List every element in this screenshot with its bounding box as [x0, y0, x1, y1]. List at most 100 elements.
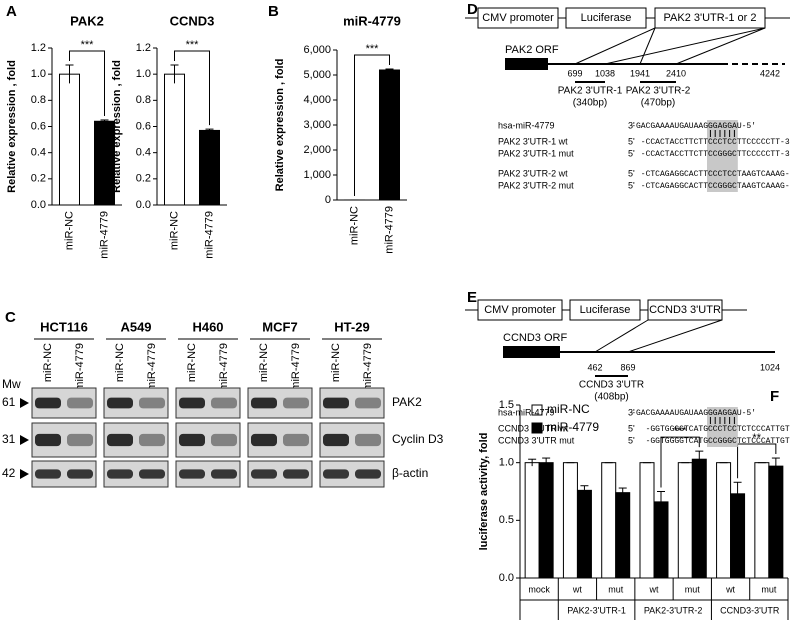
- vector-box: [477, 299, 563, 321]
- vector-element: PAK2 3'UTR-1 or 2: [664, 12, 757, 24]
- bar: [653, 501, 669, 579]
- sequence-end: 5': [628, 148, 635, 158]
- y-tick-label: 0.4: [136, 147, 151, 159]
- blot-band: [211, 433, 237, 447]
- y-tick-label: 0.5: [499, 514, 514, 526]
- chart-title: CCND3: [170, 13, 215, 28]
- bar: [615, 492, 631, 579]
- vector-element: CMV promoter: [484, 304, 556, 316]
- error-bar: [542, 457, 551, 468]
- lane-label: miR-4779: [146, 343, 158, 391]
- sequence: -GGTGGGGTCATG: [646, 437, 709, 446]
- x-tick-label: miR-NC: [348, 206, 360, 245]
- blot-band: [139, 397, 165, 409]
- group-label: PAK2-3'UTR-1: [567, 605, 626, 615]
- seed-highlight: [707, 120, 738, 192]
- utr-name: PAK2 3'UTR-1: [558, 86, 623, 97]
- orf-label: PAK2 ORF: [505, 44, 559, 56]
- x-tick-label: miR-4779: [383, 206, 395, 254]
- link-line: [594, 319, 649, 353]
- cell-line: HT-29: [334, 319, 369, 334]
- y-tick-label: 4,000: [303, 94, 331, 106]
- cell-line: A549: [120, 319, 151, 334]
- blot-band: [283, 397, 309, 409]
- orf-box: [503, 346, 560, 358]
- position-label: 1038: [595, 68, 615, 78]
- chart-title: PAK2: [70, 13, 104, 28]
- chart-title: miR-4779: [343, 13, 401, 28]
- sequence-label: hsa-miR-4779: [498, 407, 555, 417]
- error-bar: [657, 491, 665, 513]
- bar: [691, 458, 707, 579]
- orf-box: [505, 58, 548, 70]
- mw-marker: 42: [2, 466, 16, 480]
- legend-label: miR-4779: [547, 420, 599, 434]
- y-tick-label: 0.6: [136, 120, 151, 132]
- position-label: 1941: [630, 68, 650, 78]
- sequence-end: 3': [628, 120, 635, 130]
- bar: [576, 489, 592, 579]
- sequence: U-5': [737, 409, 756, 418]
- sequence: TAAGTCAAAG-3': [737, 182, 790, 191]
- y-tick-label: 0.2: [31, 173, 46, 185]
- panel-label: C: [5, 309, 16, 326]
- bar: [524, 462, 540, 579]
- legend-swatch: [531, 404, 543, 416]
- blot-band: [67, 433, 93, 447]
- utr-length: (470bp): [641, 98, 675, 109]
- position-label: 4242: [760, 68, 780, 78]
- sequence: -CTCAGAGGCACTT: [641, 182, 708, 191]
- link-line: [627, 319, 723, 353]
- bar: [59, 73, 80, 206]
- lane-label: miR-4779: [74, 343, 86, 391]
- sequence-end: 5': [628, 180, 635, 190]
- utr-length: (340bp): [573, 98, 607, 109]
- y-axis-label: Relative expression , fold: [274, 59, 286, 192]
- blot-band: [107, 469, 133, 479]
- blot-band: [139, 469, 165, 479]
- sequence: TAAGTCAAAG-3': [737, 170, 790, 179]
- lane-label: miR-NC: [330, 343, 342, 382]
- utr-name: CCND3 3'UTR: [579, 380, 644, 391]
- panel-label: E: [467, 289, 477, 306]
- position-label: 699: [567, 68, 582, 78]
- x-tick-label: wt: [572, 584, 582, 594]
- blot-band: [355, 397, 381, 409]
- mw-marker: 31: [2, 432, 16, 446]
- sequence-label: CCND3 3'UTR wt: [498, 423, 569, 433]
- sequence: TTCCCCCTT-3': [737, 150, 790, 159]
- group-label: CCND3-3'UTR: [720, 605, 780, 615]
- blot-band: [323, 469, 349, 479]
- sequence-label: PAK2 3'UTR-1 mut: [498, 148, 574, 158]
- bar: [730, 493, 746, 579]
- sequence: TCTCCCATTGTCCC-3': [737, 437, 790, 446]
- y-axis-label: Relative expression , fold: [111, 60, 123, 193]
- protein-label: Cyclin D3: [392, 432, 444, 446]
- error-bar: [580, 485, 589, 495]
- bar: [754, 462, 770, 579]
- group-label: PAK2-3'UTR-2: [644, 605, 703, 615]
- blot-band: [35, 397, 61, 409]
- significance-bracket: [354, 54, 390, 196]
- sequence: TCTCCCATTGTCCC-3': [737, 425, 790, 434]
- sequence: U-5': [737, 122, 756, 131]
- y-tick-label: 3,000: [303, 119, 331, 131]
- y-tick-label: 0.0: [499, 572, 514, 584]
- sequence: -CCACTACCTTCTT: [641, 150, 708, 159]
- y-tick-label: 5,000: [303, 69, 331, 81]
- panel-label: A: [6, 3, 17, 20]
- blot-band: [139, 433, 165, 447]
- sequence: -CCACTACCTTCTT: [641, 138, 708, 147]
- marker-arrow: [20, 469, 29, 479]
- sequence-label: CCND3 3'UTR mut: [498, 435, 575, 445]
- y-tick-label: 1.0: [31, 68, 46, 80]
- blot-band: [251, 397, 277, 409]
- panel-label: B: [268, 3, 279, 20]
- sequence-end: 5': [628, 435, 635, 445]
- sequence: -CTCAGAGGCACTT: [641, 170, 708, 179]
- seed-site: GGAGGA: [708, 122, 737, 131]
- y-tick-label: 2,000: [303, 144, 331, 156]
- link-line: [604, 27, 766, 65]
- sequence-end: 5': [628, 423, 635, 433]
